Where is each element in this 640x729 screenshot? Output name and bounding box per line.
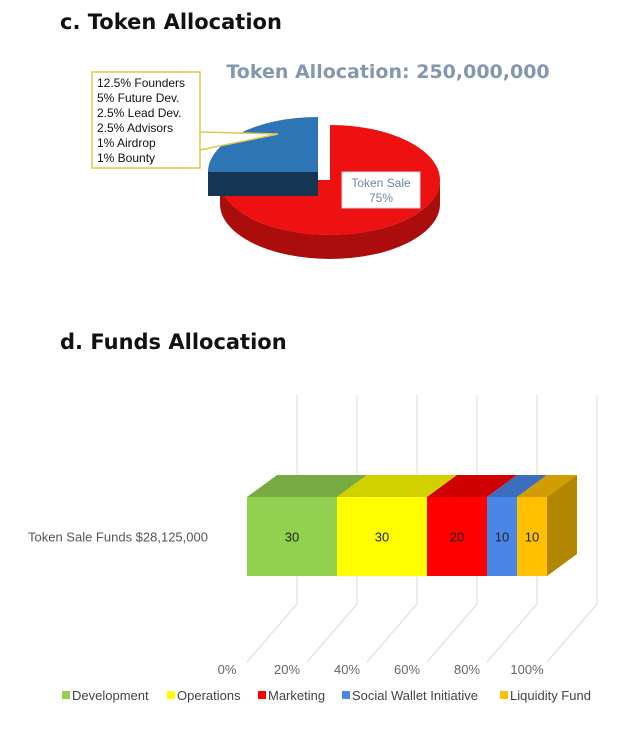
bar-segment-top: [517, 475, 577, 497]
x-tick-label: 100%: [510, 662, 544, 677]
other-callout-line: 2.5% Advisors: [97, 121, 173, 135]
legend-label: Development: [72, 688, 149, 703]
other-callout-line: 12.5% Founders: [97, 76, 185, 90]
x-tick-label: 0%: [218, 662, 237, 677]
category-label: Token Sale Funds $28,125,000: [28, 530, 208, 545]
funds-allocation-heading: d. Funds Allocation: [60, 330, 287, 354]
gridline-floor: [426, 603, 478, 663]
token-sale-value: 75%: [369, 191, 393, 205]
gridline-floor: [546, 603, 598, 663]
pie-slice-token-sale-side: [220, 180, 440, 259]
x-tick-label: 80%: [454, 662, 480, 677]
legend-swatch: [62, 691, 70, 699]
bar-segment-development: [247, 497, 337, 576]
bar-segment-liquidity-fund: [517, 497, 547, 576]
pie-title: Token Allocation: 250,000,000: [226, 61, 549, 83]
gridline-floor: [246, 603, 298, 663]
other-callout-line: 5% Future Dev.: [97, 91, 179, 105]
bar-value-label: 20: [450, 530, 464, 545]
x-tick-label: 40%: [334, 662, 360, 677]
bar-segment-operations: [337, 497, 427, 576]
bar-segment-side: [547, 475, 577, 576]
bar-segment-marketing: [427, 497, 487, 576]
token-sale-label-box: [341, 171, 421, 209]
token-allocation-heading: c. Token Allocation: [60, 10, 282, 34]
legend-label: Social Wallet Initiative: [352, 688, 478, 703]
bar-value-label: 30: [285, 530, 299, 545]
gridline-floor: [366, 603, 418, 663]
legend-swatch: [258, 691, 266, 699]
other-callout-line: 2.5% Lead Dev.: [97, 106, 182, 120]
gridline-floor: [486, 603, 538, 663]
token-sale-label: Token Sale: [351, 176, 411, 190]
bar-segment-top: [487, 475, 547, 497]
other-callout-box: [91, 71, 201, 169]
pie-slice-other: [208, 117, 318, 172]
bar-segment-social-wallet-initiative: [487, 497, 517, 576]
legend-label: Marketing: [268, 688, 325, 703]
legend-label: Liquidity Fund: [510, 688, 591, 703]
legend-swatch: [167, 691, 175, 699]
bar-value-label: 30: [375, 530, 389, 545]
x-tick-label: 60%: [394, 662, 420, 677]
gridline-floor: [306, 603, 358, 663]
bar-value-label: 10: [525, 530, 539, 545]
x-tick-label: 20%: [274, 662, 300, 677]
pie-slice-other-side: [208, 172, 318, 196]
bar-segment-top: [337, 475, 457, 497]
other-callout-pointer: [199, 131, 279, 151]
bar-segment-top: [247, 475, 367, 497]
other-callout-line: 1% Airdrop: [97, 136, 156, 150]
legend-swatch: [500, 691, 508, 699]
bar-value-label: 10: [495, 530, 509, 545]
legend-label: Operations: [177, 688, 241, 703]
other-callout-line: 1% Bounty: [97, 151, 155, 165]
legend-swatch: [342, 691, 350, 699]
